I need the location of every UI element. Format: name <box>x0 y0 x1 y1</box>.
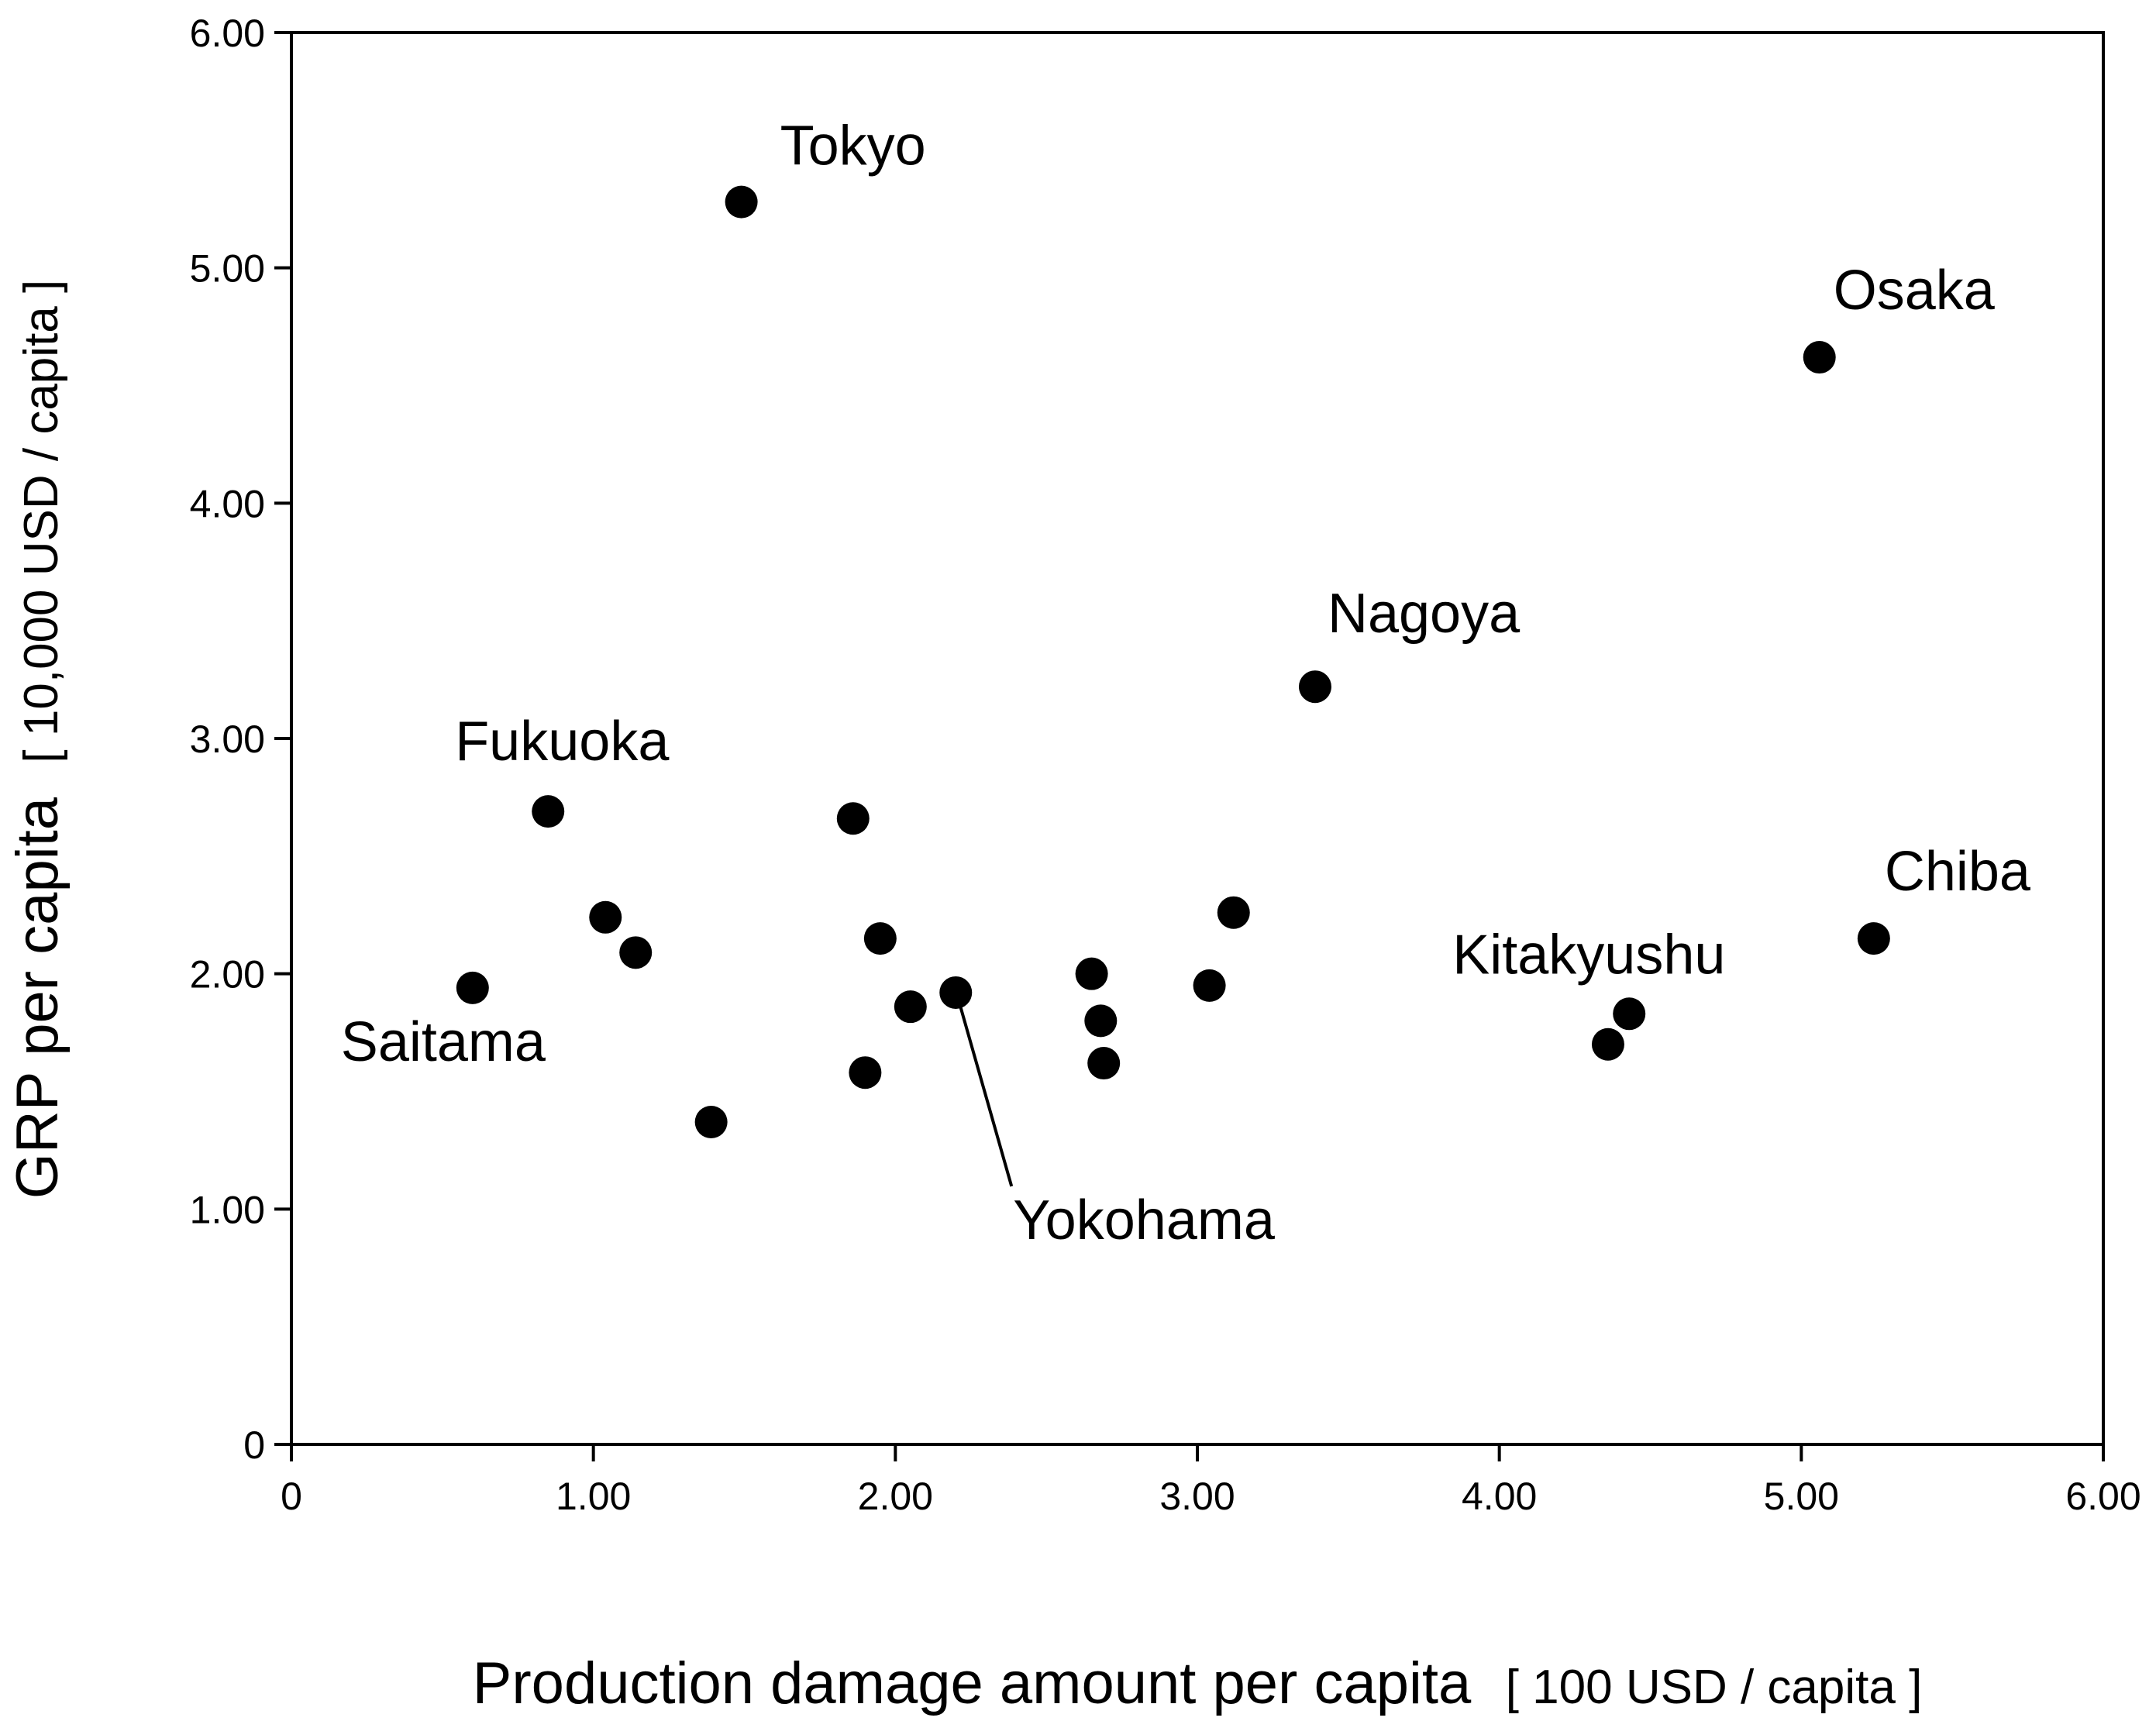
x-tick-label: 1.00 <box>556 1475 631 1518</box>
data-point <box>1217 896 1250 929</box>
point-label-nagoya: Nagoya <box>1328 583 1521 645</box>
data-point <box>1075 957 1108 990</box>
data-point <box>894 990 927 1024</box>
data-point-chiba <box>1857 922 1890 955</box>
x-tick-label: 4.00 <box>1462 1475 1537 1518</box>
y-tick-label: 5.00 <box>190 247 265 291</box>
x-tick-label: 0 <box>281 1475 302 1518</box>
y-tick-label: 6.00 <box>190 12 265 55</box>
data-point <box>1087 1047 1121 1080</box>
point-label-chiba: Chiba <box>1885 841 2031 903</box>
y-tick-label: 1.00 <box>190 1188 265 1231</box>
data-point <box>849 1056 882 1089</box>
x-tick-label: 2.00 <box>858 1475 933 1518</box>
y-axis-unit-text: [ 10,000 USD / capita ] <box>15 280 68 763</box>
data-point <box>1084 1004 1118 1038</box>
y-tick-label: 0 <box>243 1423 265 1467</box>
label-leader-lines <box>959 1006 1014 1187</box>
point-label-kitakyushu: Kitakyushu <box>1452 924 1725 986</box>
data-point-osaka <box>1803 341 1836 374</box>
point-label-yokohama: Yokohama <box>1013 1189 1276 1251</box>
y-axis-title: GRP per capita [ 10,000 USD / capita ] <box>5 280 71 1199</box>
data-point <box>1591 1028 1624 1061</box>
point-labels: Tokyo Osaka Nagoya Fukuoka Saitama Yokohama Ki… <box>341 115 2031 1251</box>
x-tick-label: 6.00 <box>2065 1475 2141 1518</box>
data-point-nagoya <box>1298 670 1331 704</box>
x-tick-label: 3.00 <box>1159 1475 1235 1518</box>
point-label-osaka: Osaka <box>1834 260 1996 322</box>
data-point-yokohama <box>939 976 973 1009</box>
x-axis-title: Production damage amount per capita [ 10… <box>473 1651 1923 1716</box>
x-axis-ticks: 0 1.00 2.00 3.00 4.00 5.00 6.00 <box>281 1444 2141 1518</box>
y-axis-title-text: GRP per capita <box>5 797 71 1199</box>
x-axis-title-text: Production damage amount per capita <box>473 1651 1472 1716</box>
data-point <box>694 1105 728 1138</box>
data-point <box>863 922 897 955</box>
point-label-tokyo: Tokyo <box>780 115 926 177</box>
data-point-kitakyushu <box>1613 997 1646 1031</box>
y-axis-ticks: 0 1.00 2.00 3.00 4.00 5.00 6.00 <box>190 12 291 1467</box>
data-points <box>456 185 1890 1138</box>
point-label-fukuoka: Fukuoka <box>455 711 670 773</box>
x-axis-unit-text: [ 100 USD / capita ] <box>1506 1661 1923 1714</box>
point-label-saitama: Saitama <box>341 1011 546 1073</box>
x-tick-label: 5.00 <box>1764 1475 1839 1518</box>
leader-line-yokohama <box>959 1006 1014 1187</box>
y-tick-label: 4.00 <box>190 482 265 525</box>
data-point-saitama <box>456 971 489 1004</box>
y-tick-label: 3.00 <box>190 718 265 761</box>
data-point-tokyo <box>725 185 758 219</box>
data-point <box>619 936 653 969</box>
data-point <box>836 802 870 835</box>
data-point-fukuoka <box>532 795 565 828</box>
data-point <box>589 900 622 934</box>
data-point <box>1193 969 1226 1002</box>
y-tick-label: 2.00 <box>190 953 265 997</box>
